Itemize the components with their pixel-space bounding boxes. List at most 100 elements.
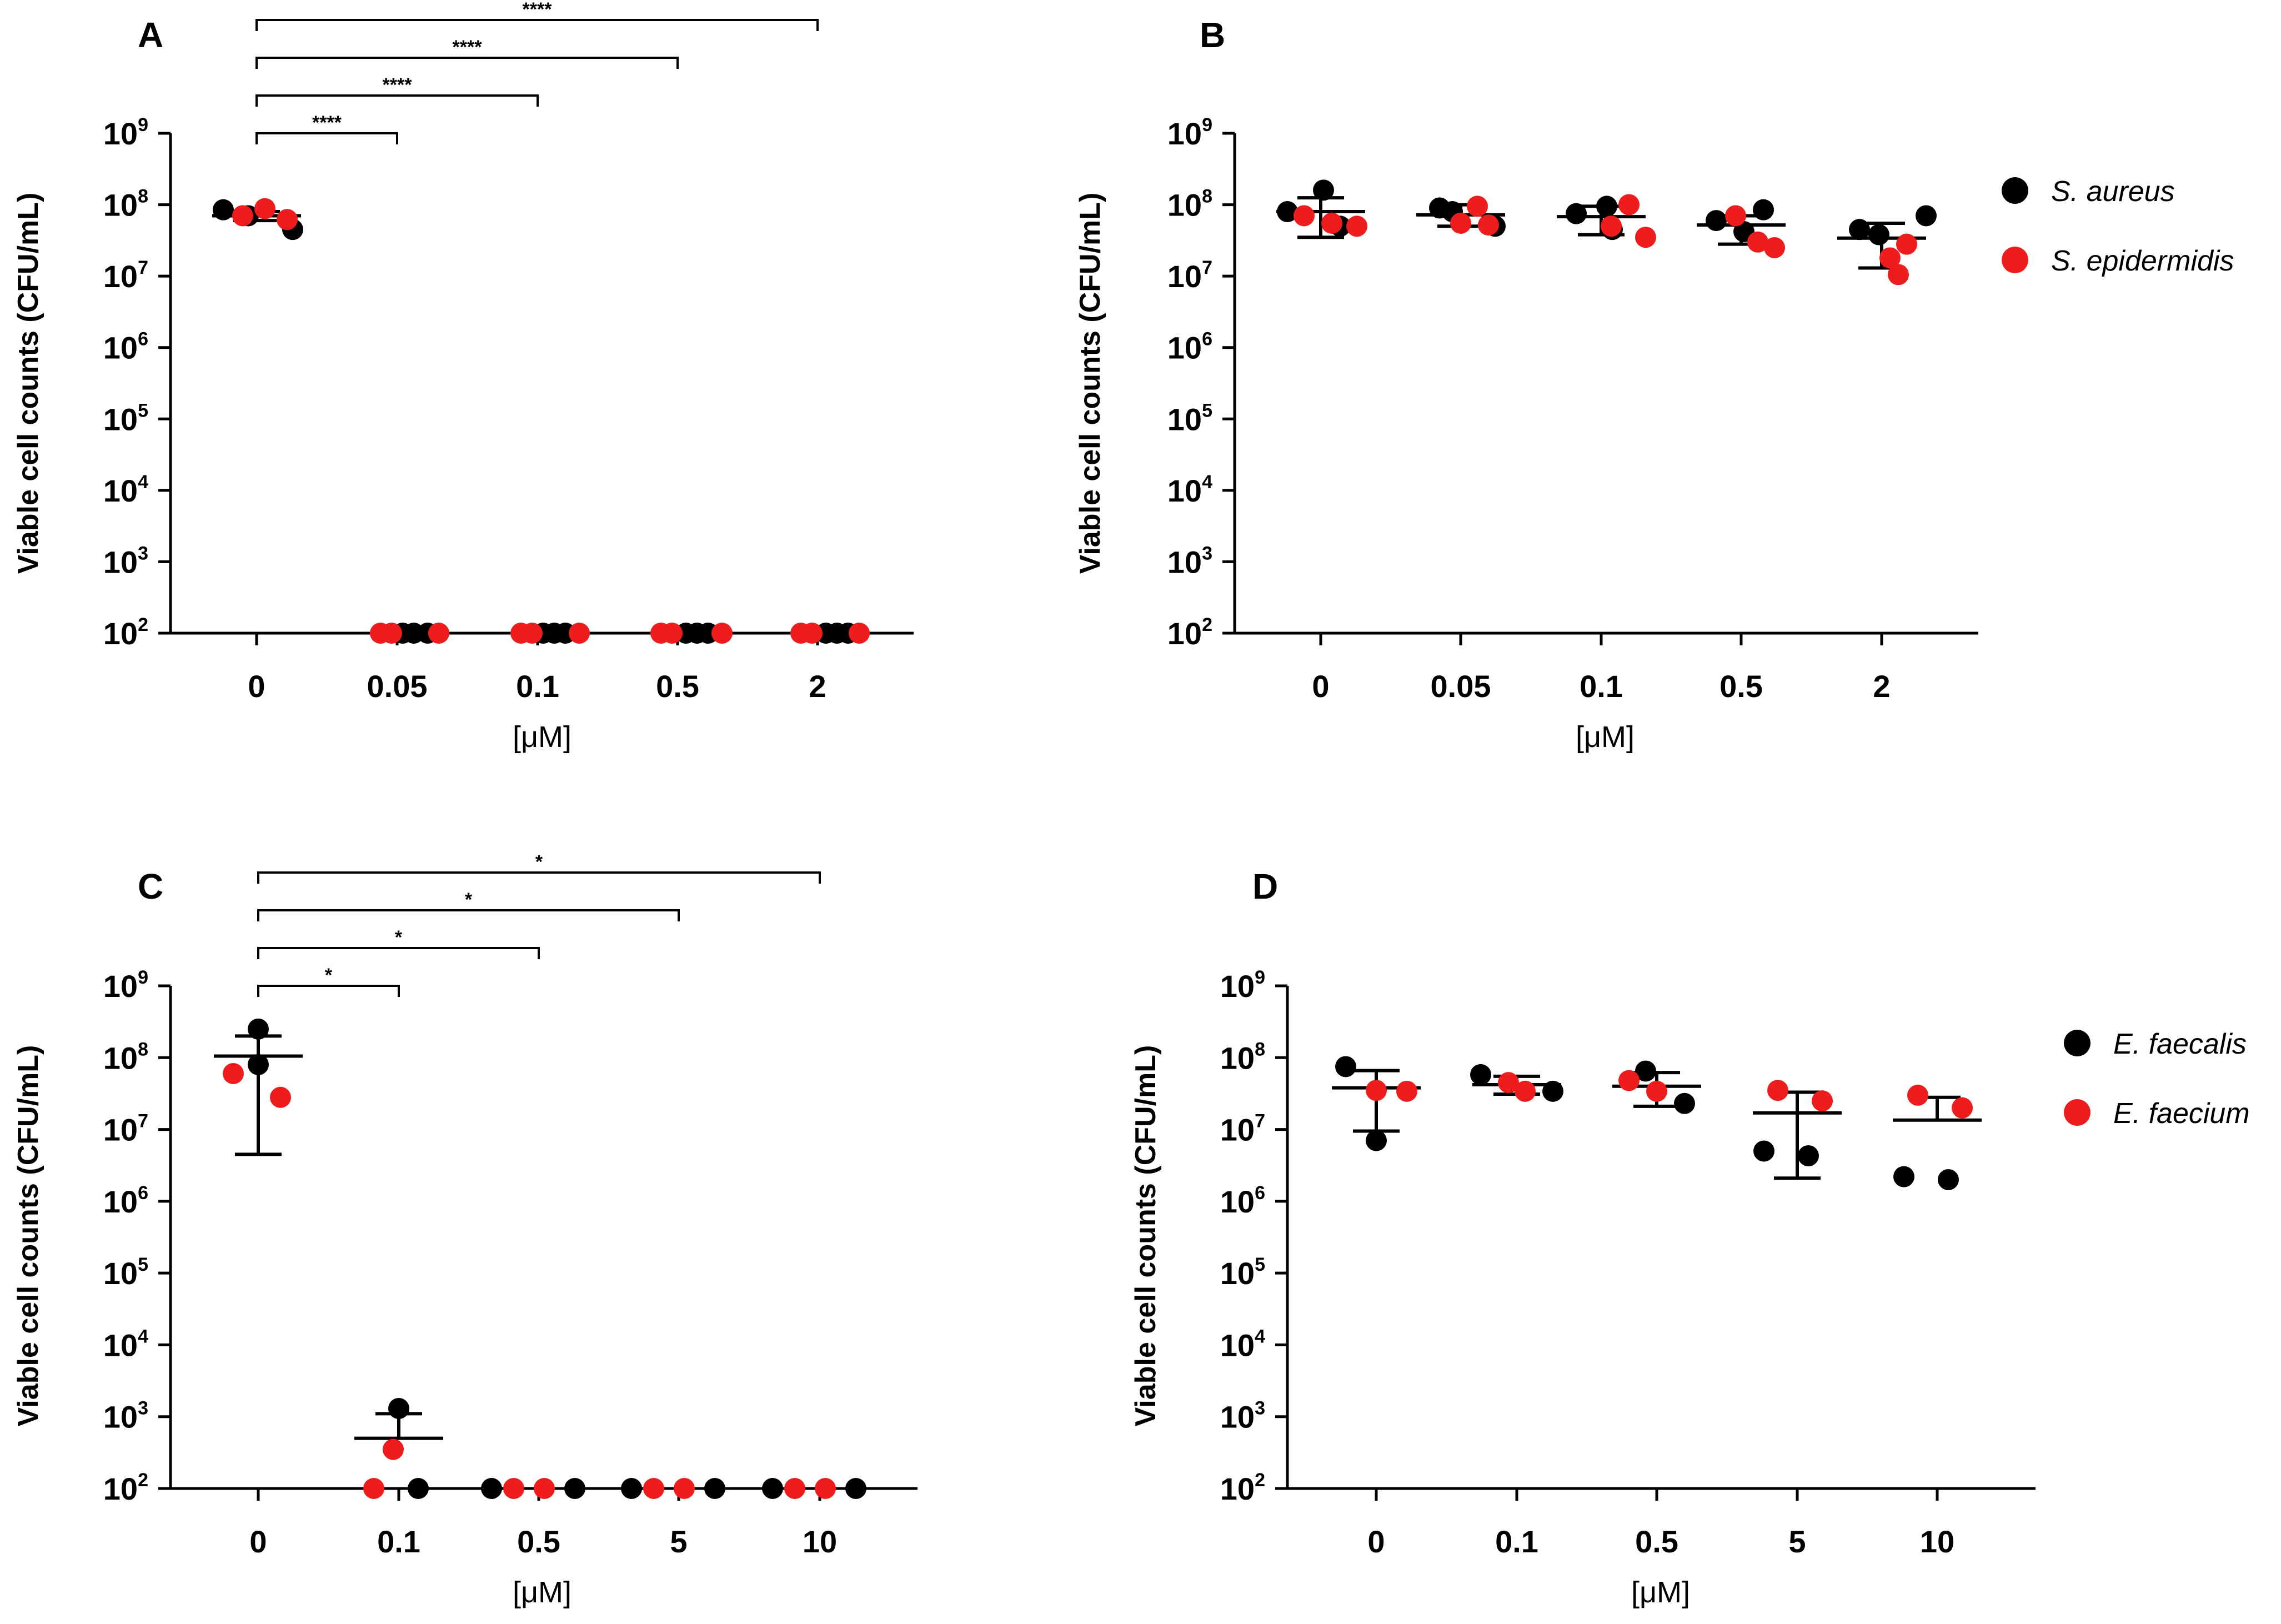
y-axis-label: Viable cell counts (CFU/mL) [12,193,44,574]
y-axis-label: Viable cell counts (CFU/mL) [12,1045,44,1427]
x-axis-label: [μM] [513,720,571,754]
y-tick-label: 109 [1167,114,1212,151]
data-point [503,1478,524,1499]
significance-label: * [535,851,543,873]
data-point [277,209,298,230]
x-tick-label: 0 [249,1524,267,1559]
data-point [254,198,275,219]
data-point [388,1397,409,1419]
data-point [1635,1060,1656,1082]
x-tick-label: 0 [248,669,265,704]
y-tick-label: 103 [103,543,148,579]
x-tick-label: 0.5 [1635,1524,1678,1559]
data-point [1753,199,1774,220]
significance-label: * [465,889,473,910]
panel-letter: B [1200,15,1225,55]
y-tick-label: 109 [1220,967,1265,1004]
data-point [1450,212,1471,234]
data-point [1725,205,1746,227]
x-tick-label: 0.1 [516,669,559,704]
data-point [1893,1166,1914,1187]
data-point [1747,231,1768,253]
significance-label: **** [312,112,342,133]
panel-d: D 102 103 104 105 106 107 108 109 0 0.1 0.5 5 10 [μM] V… [1130,866,2250,1609]
significance-label: **** [453,37,483,58]
y-tick-label: 105 [103,1254,148,1291]
panel-letter: D [1252,866,1278,906]
data-point [1812,1090,1833,1112]
x-tick-label: 0.05 [367,669,428,704]
data-point [1321,212,1342,234]
x-tick-label: 0 [1312,669,1329,704]
significance-label: * [395,927,403,948]
y-tick-label: 103 [103,1398,148,1435]
legend-label: E. faecium [2113,1097,2250,1130]
legend-marker [2002,247,2028,273]
data-point [564,1478,585,1499]
x-tick-label: 0 [1367,1524,1385,1559]
x-tick-label: 0.5 [517,1524,560,1559]
significance-label: **** [523,0,553,20]
legend-marker [2064,1030,2091,1056]
significance-label: **** [383,74,413,96]
legend-label: S. epidermidis [2051,245,2234,277]
data-point [1313,179,1334,201]
data-point [381,623,402,644]
y-tick-label: 105 [1167,400,1212,437]
data-point [1470,1064,1491,1085]
y-tick-label: 105 [1220,1254,1265,1291]
y-tick-label: 102 [103,614,148,651]
data-point [270,1086,291,1108]
x-tick-label: 2 [1873,669,1890,704]
x-tick-label: 0.5 [656,669,699,704]
x-axis-label: [μM] [1576,720,1635,754]
y-tick-label: 108 [1220,1039,1265,1075]
data-point [1566,203,1587,224]
data-point [711,623,733,644]
data-point [762,1478,783,1499]
data-point [1635,227,1656,248]
y-tick-label: 107 [103,257,148,294]
data-point [1277,201,1298,223]
y-axis-label: Viable cell counts (CFU/mL) [1130,1045,1162,1427]
data-point [621,1478,642,1499]
data-point [1916,205,1937,227]
significance-bracket [255,94,539,107]
data-point [1706,210,1727,232]
y-tick-label: 106 [1167,329,1212,365]
data-point [1366,1130,1387,1151]
y-tick-label: 107 [1167,257,1212,294]
y-tick-label: 104 [1167,472,1212,508]
significance-bracket [255,19,819,31]
x-tick-label: 5 [670,1524,687,1559]
significance-bracket [255,57,679,69]
data-point [248,1018,269,1040]
x-tick-label: 10 [1920,1524,1954,1559]
data-point [1798,1145,1819,1166]
significance-bracket [257,909,680,921]
data-point [1952,1097,1973,1119]
data-point [1907,1084,1928,1106]
data-point [1764,237,1785,258]
data-point [1542,1080,1563,1102]
significance-label: * [325,965,333,986]
x-axis-label: [μM] [1631,1576,1690,1609]
y-tick-label: 107 [103,1111,148,1147]
x-tick-label: 0.1 [377,1524,420,1559]
y-tick-label: 104 [103,1326,148,1362]
panel-b: B 102 103 104 105 106 107 108 109 0 0.05 0.1 0.5 2 [μM… [1074,15,2234,754]
panel-a: A 102 103 104 105 106 107 108 109 0 0.05 0.1 0.5 2 [μM… [12,0,914,754]
data-point [1366,1080,1387,1101]
data-point [849,623,870,644]
y-tick-label: 106 [103,1182,148,1219]
data-point [845,1478,866,1499]
y-tick-label: 105 [103,400,148,437]
data-point [1618,1070,1640,1091]
data-point [1868,224,1889,245]
data-point [522,623,543,644]
panel-letter: A [138,15,163,55]
data-point [1646,1080,1667,1102]
data-point [1596,196,1617,217]
data-point [248,1054,269,1075]
